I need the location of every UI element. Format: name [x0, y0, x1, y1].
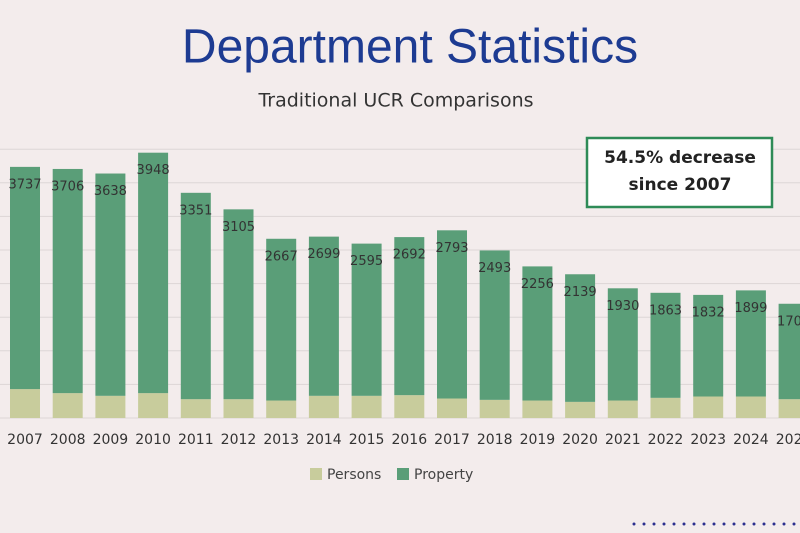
decor-dots [632, 522, 796, 526]
bar-segment [351, 395, 382, 418]
x-tick-label: 2022 [648, 432, 684, 448]
total-label: 1930 [606, 299, 639, 314]
bar-segment [95, 395, 126, 418]
total-label: 2595 [350, 254, 383, 269]
total-label: 3948 [137, 163, 170, 178]
bar-segment [735, 290, 766, 397]
bar-segment [693, 294, 724, 397]
bar-segment [394, 395, 425, 418]
total-label: 3706 [51, 179, 84, 194]
legend-swatch [397, 468, 409, 480]
x-tick-label: 2023 [690, 432, 726, 448]
bar-segment [778, 399, 800, 418]
bar-segment [522, 266, 553, 401]
x-tick-label: 2010 [135, 432, 171, 448]
total-label: 1899 [734, 301, 767, 316]
x-tick-label: 2019 [520, 432, 556, 448]
bar-segment [565, 401, 596, 418]
bar-segment [437, 230, 467, 399]
total-label: 2699 [307, 247, 340, 262]
bar-segment [266, 238, 297, 401]
x-tick-label: 2014 [306, 432, 342, 448]
total-label: 3638 [94, 184, 127, 199]
bar-segment [351, 243, 382, 396]
total-label: 1700 [777, 314, 800, 329]
annotation-box [585, 136, 774, 209]
bar-segment [52, 168, 83, 394]
bar-segment [308, 236, 339, 396]
x-tick-label: 2024 [733, 432, 769, 448]
bar-segment [223, 209, 254, 400]
x-tick-label: 2013 [263, 432, 299, 448]
bar-segment [95, 173, 126, 396]
bar-segment [10, 389, 40, 418]
bar-segment [607, 288, 638, 401]
bar-segment [522, 400, 553, 418]
x-tick-label: 2015 [349, 432, 385, 448]
x-tick-label: 2007 [7, 432, 43, 448]
legend-label: Persons [327, 467, 381, 483]
bar-segment [138, 152, 169, 394]
bar-segment [778, 303, 800, 400]
total-label: 3351 [179, 203, 212, 218]
bar-segment [479, 250, 510, 400]
legend-label: Property [414, 467, 473, 483]
bar-segment [138, 393, 169, 418]
x-tick-label: 2008 [50, 432, 86, 448]
x-tick-label: 2021 [605, 432, 641, 448]
legend-swatch [310, 468, 322, 480]
total-label: 2793 [435, 241, 468, 256]
bar-segment [223, 399, 254, 418]
bar-segment [266, 400, 297, 418]
x-tick-label: 2025 [776, 432, 800, 448]
bar-segment [735, 396, 766, 418]
annotation-line: since 2007 [629, 175, 732, 195]
bar-segment [308, 395, 339, 418]
x-tick-label: 2018 [477, 432, 513, 448]
chart-subtitle: Traditional UCR Comparisons [257, 90, 533, 112]
total-label: 3105 [222, 220, 255, 235]
bar-segment [394, 237, 425, 396]
bar-segment [180, 399, 211, 418]
total-label: 1863 [649, 303, 682, 318]
bar-segment [565, 274, 596, 402]
x-tick-label: 2016 [391, 432, 427, 448]
x-tick-label: 2009 [93, 432, 129, 448]
x-tick-label: 2011 [178, 432, 214, 448]
x-tick-label: 2012 [221, 432, 257, 448]
bar-segment [10, 166, 40, 390]
total-label: 1832 [692, 305, 725, 320]
bar-segment [479, 399, 510, 418]
bar-segment [180, 192, 211, 400]
x-tick-label: 2017 [434, 432, 470, 448]
total-label: 2667 [265, 249, 298, 264]
x-tick-label: 2020 [562, 432, 598, 448]
annotation-line: 54.5% decrease [604, 148, 756, 168]
total-label: 2493 [478, 261, 511, 276]
chart-title: Department Statistics [182, 21, 638, 74]
total-label: 2692 [393, 248, 426, 263]
bar-segment [650, 397, 681, 418]
total-label: 2139 [564, 285, 597, 300]
bar-segment [607, 400, 638, 418]
bar-segment [52, 393, 83, 418]
bar-segment [437, 398, 467, 418]
total-label: 2256 [521, 277, 554, 292]
total-label: 3737 [8, 177, 41, 192]
bar-segment [650, 292, 681, 398]
bar-segment [693, 396, 724, 418]
